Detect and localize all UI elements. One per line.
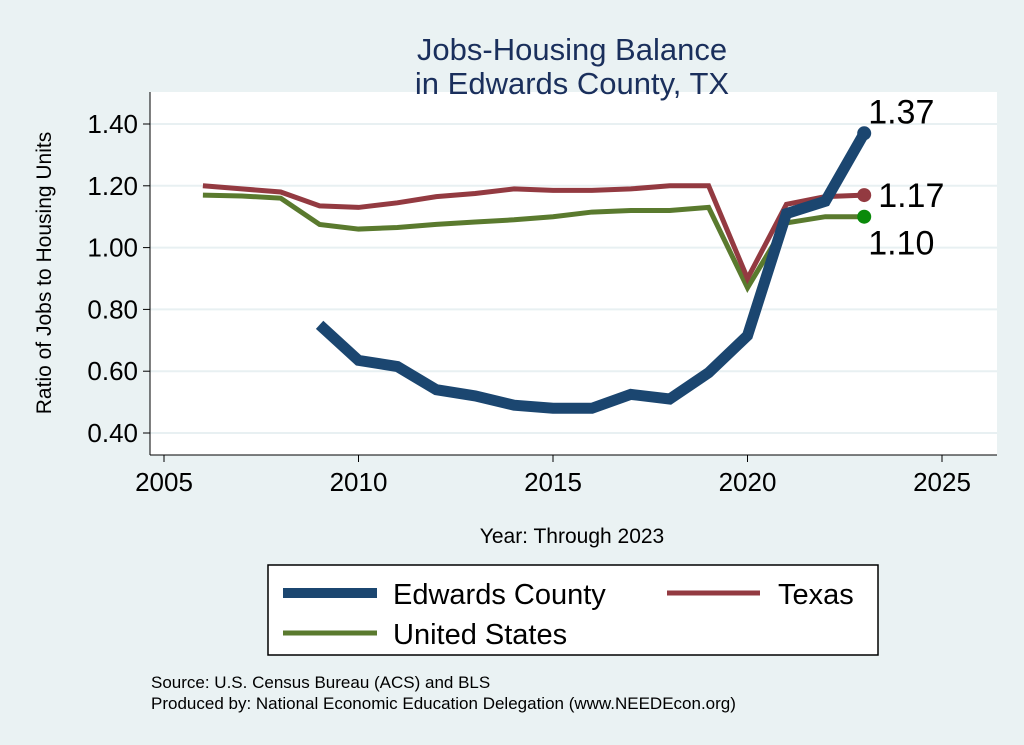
- source-note: Source: U.S. Census Bureau (ACS) and BLS: [151, 673, 490, 692]
- end-marker: [857, 188, 872, 203]
- series-line-texas: [202, 183, 865, 285]
- y-tick-label: 0.60: [87, 356, 138, 386]
- chart-title: Jobs-Housing Balance: [417, 32, 727, 67]
- x-tick-label: 2015: [524, 467, 582, 497]
- series-line-united-states: [202, 192, 865, 294]
- end-value-label: 1.17: [878, 177, 944, 215]
- x-tick-label: 2005: [135, 467, 193, 497]
- end-marker: [857, 209, 872, 224]
- end-marker: [857, 126, 872, 141]
- x-tick-label: 2010: [330, 467, 388, 497]
- x-axis-label: Year: Through 2023: [480, 525, 665, 548]
- y-tick-label: 1.40: [87, 109, 138, 139]
- producer-note: Produced by: National Economic Education…: [151, 694, 736, 713]
- y-axis-label: Ratio of Jobs to Housing Units: [33, 132, 56, 414]
- series-line-edwards-county: [315, 130, 869, 414]
- end-value-label: 1.10: [868, 225, 934, 263]
- legend: Edwards County Texas United States: [267, 564, 879, 656]
- x-tick-label: 2020: [719, 467, 777, 497]
- end-value-label: 1.37: [868, 93, 934, 131]
- y-tick-label: 1.20: [87, 171, 138, 201]
- legend-label-edwards: Edwards County: [393, 579, 606, 611]
- y-tick-label: 1.00: [87, 233, 138, 263]
- x-tick-label: 2025: [913, 467, 971, 497]
- plot-area: [150, 92, 997, 455]
- chart-subtitle: in Edwards County, TX: [415, 66, 729, 101]
- legend-label-us: United States: [393, 619, 567, 651]
- y-tick-label: 0.80: [87, 294, 138, 324]
- y-tick-label: 0.40: [87, 418, 138, 448]
- legend-label-texas: Texas: [778, 579, 854, 611]
